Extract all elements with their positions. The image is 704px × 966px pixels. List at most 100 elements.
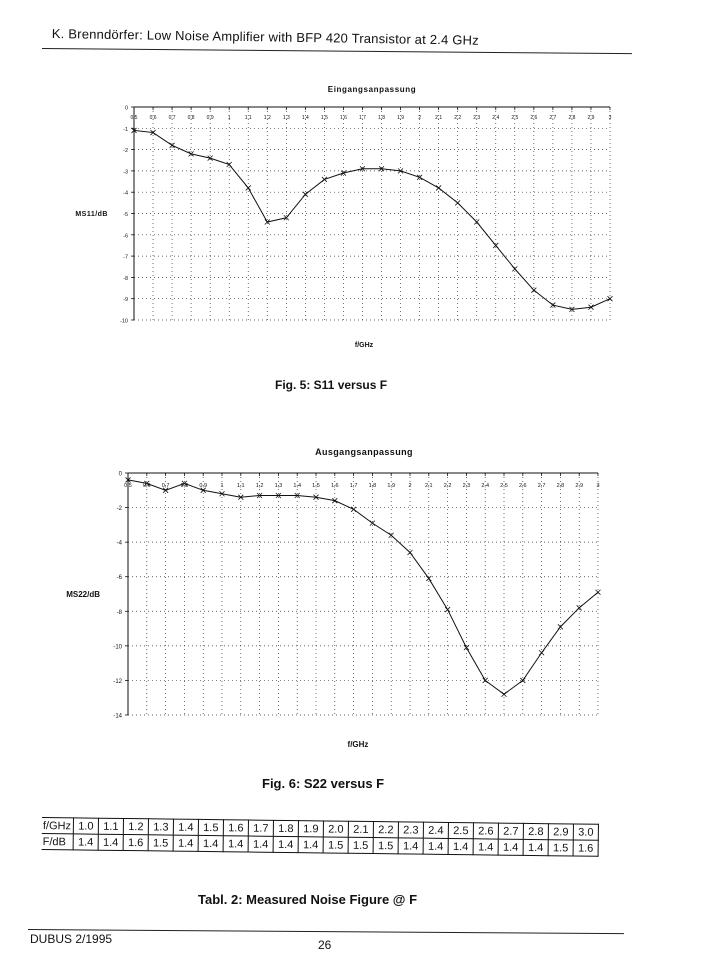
table-cell-noise-figure: 1.4 (173, 835, 199, 852)
header-title: K. Brenndörfer: Low Noise Amplifier with… (51, 26, 480, 48)
data-point-marker (188, 151, 194, 157)
x-tick-label: 1 (228, 115, 231, 121)
data-point-marker (321, 176, 328, 183)
x-tick-label: 2,8 (557, 483, 565, 489)
data-point-marker (512, 266, 518, 272)
y-tick-label: 0 (125, 106, 128, 112)
x-tick-label: 1,5 (312, 483, 320, 489)
x-tick-label: 1,6 (331, 483, 339, 489)
data-point-marker (607, 295, 613, 302)
y-tick-label: -2 (123, 148, 128, 154)
data-point-marker (219, 490, 225, 497)
row-label-noise-figure: F/dB (41, 833, 74, 850)
table-cell-frequency: 1.3 (148, 818, 174, 836)
x-tick-label: 1,5 (321, 115, 328, 121)
data-point-marker (569, 306, 575, 313)
y-tick-label: -9 (123, 297, 128, 303)
x-tick-label: 2,2 (444, 483, 452, 489)
table-cell-frequency: 1.4 (173, 819, 199, 836)
table-cell-noise-figure: 1.6 (573, 839, 599, 857)
x-tick-label: 1,6 (340, 115, 347, 121)
data-point-marker (444, 606, 451, 613)
data-point-marker (538, 649, 545, 656)
data-point-marker (169, 142, 175, 149)
y-tick-label: -3 (123, 169, 128, 175)
table-cell-frequency: 2.4 (423, 822, 449, 839)
figure-caption-fig6: Fig. 6: S22 versus F (262, 776, 385, 791)
data-point-marker (283, 214, 290, 221)
x-tick-label: 3 (609, 115, 612, 121)
header-rule (41, 48, 632, 55)
table-cell-frequency: 1.8 (273, 820, 299, 837)
grid (133, 106, 611, 321)
table-cell-frequency: 1.5 (198, 819, 224, 836)
y-tick-label: -12 (113, 679, 122, 685)
table-cell-frequency: 2.9 (548, 823, 574, 840)
x-tick-label: 2,5 (511, 115, 518, 121)
table-cell-noise-figure: 1.4 (198, 835, 224, 852)
data-point-marker (294, 492, 300, 499)
y-tick-label: -10 (120, 319, 128, 325)
table-cell-noise-figure: 1.4 (423, 838, 449, 855)
data-point-marker (238, 494, 244, 500)
data-series (131, 127, 613, 313)
data-point-marker (397, 168, 404, 174)
x-tick-label: 2,9 (575, 483, 583, 489)
table-cell-frequency: 2.2 (373, 821, 399, 838)
table-cell-noise-figure: 1.4 (448, 838, 474, 855)
table-cell-frequency: 3.0 (573, 823, 599, 841)
data-point-marker (125, 477, 131, 483)
x-tick-label: 0,7 (169, 115, 176, 121)
x-tick-label: 0,7 (162, 483, 170, 489)
x-tick-label: 2,9 (587, 115, 594, 121)
x-tick-label: 1,3 (275, 483, 283, 489)
x-tick-label: 0,9 (207, 115, 214, 121)
data-point-marker (378, 165, 385, 172)
table-cell-frequency: 1.0 (73, 817, 99, 835)
table-cell-noise-figure: 1.5 (323, 836, 349, 854)
y-tick-label: -10 (113, 644, 122, 650)
table-cell-noise-figure: 1.4 (498, 839, 524, 856)
data-point-marker (332, 497, 338, 504)
x-tick-label: 2,1 (435, 115, 442, 121)
data-point-marker (576, 605, 582, 611)
table-cell-noise-figure: 1.4 (248, 836, 274, 853)
x-tick-label: 2,2 (454, 115, 461, 121)
data-point-marker (557, 624, 564, 630)
data-point-marker (200, 487, 206, 494)
data-point-marker (550, 302, 556, 308)
x-tick-label: 0,6 (143, 483, 151, 489)
table-cell-frequency: 1.6 (223, 819, 249, 837)
axes: 0 -2 -4 -6 -8 -10 -12 -14 0,5 0,6 0,7 0,8 0,9 1 1,1 1,2… (113, 472, 599, 720)
data-point-marker (162, 487, 169, 494)
table-cell-frequency: 1.9 (298, 820, 324, 837)
data-point-marker (435, 185, 442, 191)
y-tick-label: -8 (123, 276, 128, 282)
footer-rule (27, 929, 624, 935)
x-tick-label: 3 (596, 483, 599, 489)
table-cell-frequency: 2.6 (473, 822, 499, 840)
noise-figure-table: f/GHz 1.0 1.1 1.2 1.3 1.4 1.5 1.6 1.7 1.8 1.9 2.0 2… (41, 817, 599, 857)
data-point-marker (181, 480, 188, 487)
y-tick-label: -1 (123, 127, 128, 133)
x-tick-label: 1,7 (359, 115, 366, 121)
x-tick-label: 0,9 (199, 483, 207, 489)
x-tick-label: 2,6 (519, 483, 527, 489)
x-tick-label: 2 (418, 115, 421, 121)
y-tick-label: -5 (123, 212, 128, 218)
data-point-marker (388, 532, 394, 539)
x-tick-label: 0,5 (124, 483, 132, 489)
figure-caption-fig5: Fig. 5: S11 versus F (275, 378, 388, 392)
data-point-marker (226, 161, 232, 168)
y-axis-label: MS11/dB (75, 211, 108, 218)
series-line (127, 479, 599, 695)
data-point-marker (595, 589, 601, 596)
table-cell-frequency: 1.7 (248, 820, 274, 837)
table-cell-noise-figure: 1.4 (223, 835, 249, 853)
series-line (133, 129, 611, 310)
table-cell-noise-figure: 1.4 (398, 837, 424, 855)
table-cell-frequency: 1.2 (123, 818, 149, 835)
y-tick-label: -2 (117, 506, 123, 512)
y-tick-label: -8 (117, 610, 123, 616)
table-cell-noise-figure: 1.5 (348, 837, 374, 854)
